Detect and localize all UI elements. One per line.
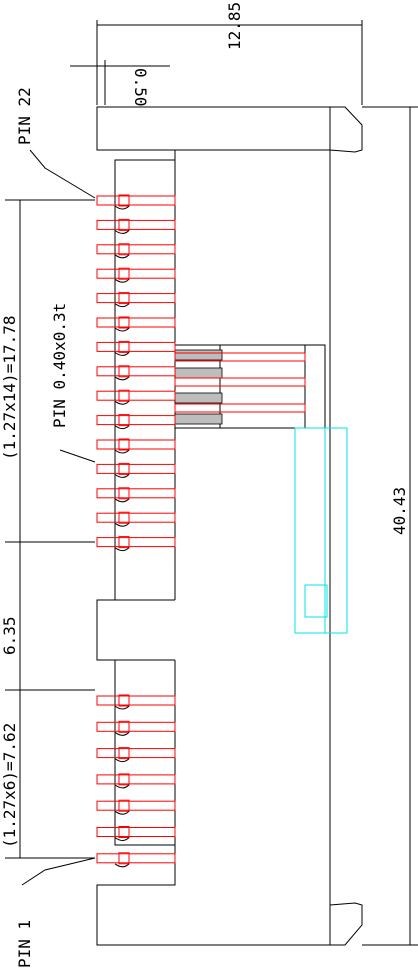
pin-notch-2: [114, 837, 130, 841]
pin-contact-18: [118, 292, 130, 305]
pin-notch-9: [114, 522, 130, 527]
pin-contact-1: [118, 852, 130, 865]
pin-notch-14: [114, 400, 130, 405]
pin-notch-12: [114, 449, 130, 454]
label-pin-1: PIN 1: [15, 920, 34, 968]
pin-22: [96, 195, 176, 206]
pin-2: [96, 827, 176, 837]
pin-contact-19: [118, 267, 130, 280]
pin-12: [96, 439, 176, 450]
latch-window: [294, 427, 348, 634]
cable-pin-2: [174, 403, 306, 413]
dim-upper-span: (1.27x14)=17.78: [0, 316, 19, 461]
pin-3: [96, 800, 176, 811]
cable-pin-0: [174, 352, 306, 362]
pin-notch-13: [114, 425, 130, 430]
pin-notch-17: [114, 327, 130, 332]
pin-10: [96, 488, 176, 499]
pin-notch-1: [114, 863, 130, 868]
pin-notch-8: [114, 547, 130, 552]
pin-contact-8: [118, 536, 130, 549]
pin-notch-19: [114, 278, 130, 283]
pin-8: [96, 537, 176, 548]
pin-contact-5: [118, 747, 130, 760]
pin-notch-21: [114, 229, 130, 234]
latch-ear-top: [329, 106, 363, 153]
pin-notch-10: [114, 498, 130, 503]
pin-notch-7: [114, 705, 130, 710]
pin-5: [96, 748, 176, 759]
pin-9: [96, 512, 176, 523]
dim-gap: 6.35: [0, 616, 19, 655]
pin-contact-6: [118, 720, 130, 733]
pin-16: [96, 341, 176, 352]
pin-contact-22: [118, 194, 130, 207]
pin-contact-11: [118, 462, 130, 475]
pin-20: [96, 244, 176, 255]
pin-notch-6: [114, 731, 130, 736]
pin-contact-20: [118, 243, 130, 256]
pin-contact-14: [118, 389, 130, 402]
dim-overall-width: 12.85: [225, 2, 244, 50]
pin-contact-16: [118, 340, 130, 353]
pin-notch-3: [114, 810, 130, 815]
pin-notch-4: [114, 784, 130, 789]
pin-1: [96, 853, 176, 864]
dim-lower-span: (1.27x6)=7.62: [0, 723, 19, 848]
pin-contact-9: [118, 511, 130, 524]
pin-notch-22: [114, 205, 130, 210]
pin-21: [96, 219, 176, 230]
pin-contact-12: [118, 438, 130, 451]
latch-ear-bottom: [329, 902, 363, 946]
pin-13: [96, 415, 176, 426]
pin-17: [96, 317, 176, 328]
pin-6: [96, 721, 176, 732]
pin-group: [96, 194, 306, 868]
pin-notch-15: [114, 376, 130, 381]
pin-notch-18: [114, 303, 130, 308]
cable-pin-1: [174, 377, 306, 387]
pin-contact-2: [118, 826, 130, 838]
pin-4: [96, 774, 176, 785]
pin-notch-11: [114, 473, 130, 478]
label-pin-size: PIN 0.40x0.3t: [50, 303, 69, 428]
pin-notch-16: [114, 351, 130, 356]
pin-11: [96, 463, 176, 474]
label-pin-22: PIN 22: [15, 87, 34, 145]
dim-overall-height: 40.43: [390, 487, 409, 535]
pin-contact-15: [118, 365, 130, 378]
pin-notch-20: [114, 254, 130, 259]
pin-18: [96, 293, 176, 304]
pin-7: [96, 695, 176, 706]
pin-19: [96, 268, 176, 279]
pin-contact-13: [118, 414, 130, 427]
pin-contact-10: [118, 487, 130, 500]
pin-15: [96, 366, 176, 377]
pin-14: [96, 390, 176, 401]
pin-contact-21: [118, 218, 130, 231]
pin-contact-7: [118, 694, 130, 707]
dimension-lines: [5, 20, 418, 946]
pin-contact-17: [118, 316, 130, 329]
pin-notch-5: [114, 758, 130, 763]
pin-contact-4: [118, 773, 130, 786]
dim-pin-offset: 0.50: [131, 68, 150, 107]
pin-contact-3: [118, 799, 130, 812]
